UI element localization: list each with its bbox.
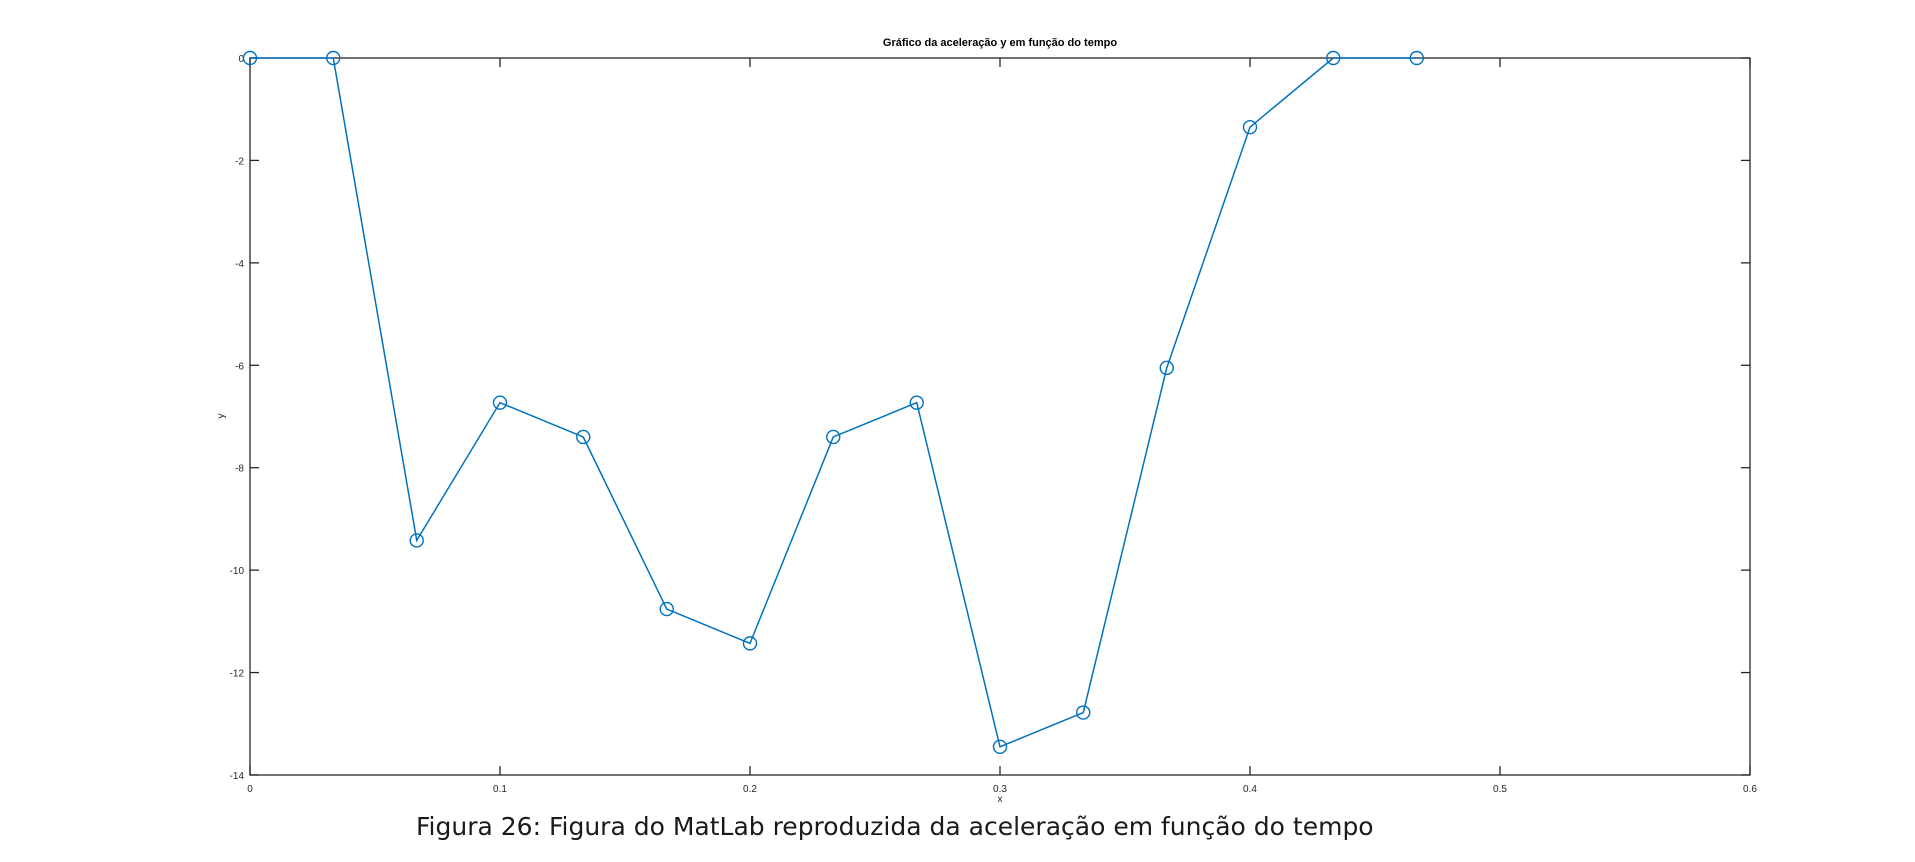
x-tick-label: 0.4 <box>1243 784 1257 795</box>
series-layer <box>242 50 1424 755</box>
y-tick-label: -6 <box>235 361 244 372</box>
figure-caption: Figura 26: Figura do MatLab reproduzida … <box>416 812 1374 841</box>
x-tick-label: 0 <box>247 784 253 795</box>
plot-area-frame <box>249 57 1751 776</box>
y-axis-ticks: 0 -2 -4 -6 -8 -10 -12 -14 <box>230 54 1750 782</box>
x-axis-label: x <box>998 794 1003 805</box>
data-point-marker <box>409 533 424 548</box>
x-tick-label: 0.1 <box>493 784 507 795</box>
x-axis-ticks: 0 0.1 0.2 0.3 0.4 0.5 0.6 <box>247 58 1757 795</box>
data-point-marker <box>909 395 924 410</box>
data-point-marker <box>326 50 341 66</box>
data-point-marker <box>1242 119 1258 135</box>
data-point-marker <box>1076 705 1091 720</box>
data-point-marker <box>576 429 591 445</box>
data-point-marker <box>1159 360 1174 376</box>
data-point-marker <box>659 601 674 617</box>
series-line <box>250 57 1417 748</box>
data-point-marker <box>1326 50 1341 66</box>
data-point-marker <box>742 636 758 651</box>
y-tick-label: -10 <box>230 566 245 577</box>
y-tick-label: -8 <box>235 464 244 475</box>
x-tick-label: 0.2 <box>743 784 757 795</box>
data-point-marker <box>242 50 258 66</box>
data-point-marker <box>992 739 1008 755</box>
y-tick-label: -2 <box>235 156 244 167</box>
data-point-marker <box>826 429 841 445</box>
x-tick-label: 0.3 <box>993 784 1007 795</box>
data-point-marker <box>1409 50 1424 66</box>
x-tick-label: 0.6 <box>1743 784 1757 795</box>
y-axis-label: y <box>216 414 227 419</box>
y-tick-label: 0 <box>238 54 244 65</box>
x-tick-label: 0.5 <box>1493 784 1507 795</box>
y-tick-label: -4 <box>235 259 244 270</box>
data-point-marker <box>492 395 508 410</box>
y-tick-label: -14 <box>230 771 245 782</box>
chart-title: Gráfico da aceleração y em função do tem… <box>883 37 1117 49</box>
y-tick-label: -12 <box>230 669 245 680</box>
